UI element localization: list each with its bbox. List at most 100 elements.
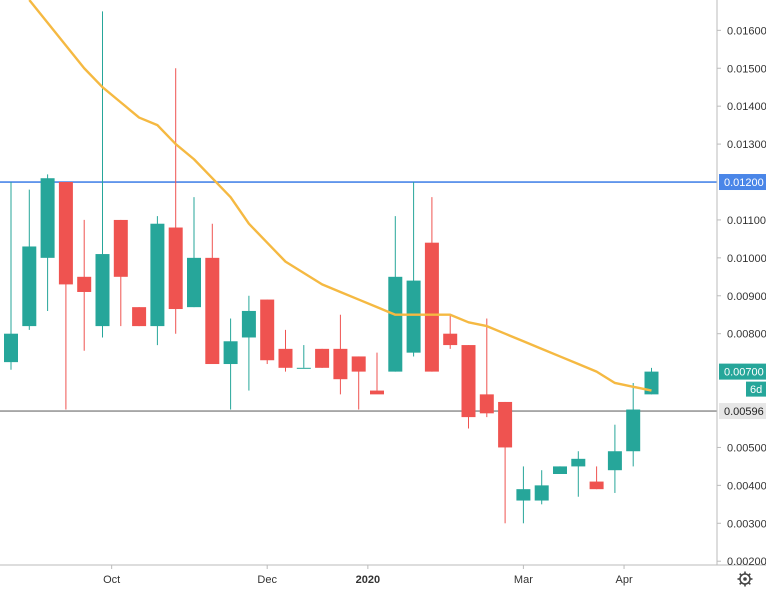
- candle[interactable]: [516, 466, 531, 524]
- candle[interactable]: [443, 314, 458, 349]
- candle[interactable]: [278, 329, 293, 372]
- candle[interactable]: [589, 466, 604, 490]
- candle-body: [479, 394, 494, 414]
- candle-body: [461, 345, 476, 418]
- y-tick-label: 0.01000: [727, 253, 766, 265]
- candle[interactable]: [187, 197, 201, 308]
- y-tick-label: 0.01400: [727, 101, 766, 113]
- y-tick-label: 0.00400: [727, 480, 766, 492]
- candle-body: [644, 371, 659, 395]
- candle-body: [424, 242, 439, 372]
- candle-body: [205, 257, 220, 365]
- moving-average: [28, 0, 652, 392]
- candle-body: [534, 485, 549, 501]
- time-axis[interactable]: Oct Dec 2020 Mar Apr: [103, 565, 633, 586]
- candle-body: [388, 276, 403, 372]
- candle-body: [296, 367, 311, 369]
- candle[interactable]: [260, 299, 275, 365]
- candle-body: [589, 481, 604, 490]
- candle-body: [223, 341, 238, 365]
- candle-body: [95, 254, 110, 327]
- candle-body: [516, 489, 531, 501]
- candle-body: [187, 257, 201, 308]
- candle-body: [406, 280, 421, 353]
- candle-body: [168, 227, 183, 310]
- candle-body: [40, 178, 55, 258]
- resistance-price-tag-text: 0.01200: [724, 177, 764, 189]
- candle-body: [260, 299, 275, 361]
- timeframe-badge-background: [746, 381, 766, 397]
- candles: [4, 11, 659, 524]
- timeframe-badge: 6d: [746, 381, 766, 397]
- y-tick-label: 0.01600: [727, 25, 766, 37]
- moving-average-line: [28, 0, 652, 392]
- candle-body: [315, 348, 330, 368]
- candle[interactable]: [58, 182, 73, 410]
- candle[interactable]: [388, 216, 403, 372]
- candle-body: [351, 356, 366, 372]
- candle[interactable]: [370, 352, 384, 395]
- price-axis[interactable]: 0.01600 0.01500 0.01400 0.01300 0.01100 0.010…: [717, 25, 766, 568]
- y-tick-label: 0.00800: [727, 329, 766, 341]
- y-tick-label: 0.00500: [727, 442, 766, 454]
- candle[interactable]: [40, 174, 55, 311]
- price-tags: 0.01200 0.00596 0.00700 6d: [719, 174, 766, 420]
- candle[interactable]: [498, 401, 513, 524]
- candle[interactable]: [241, 295, 256, 391]
- x-tick-label: Mar: [514, 574, 533, 586]
- last-price-tag-text: 0.00700: [724, 367, 764, 379]
- y-tick-label: 0.01300: [727, 139, 766, 151]
- timeframe-badge-text: 6d: [750, 384, 762, 396]
- support-price-tag-text: 0.00596: [724, 406, 764, 418]
- candle-body: [498, 401, 513, 448]
- candle[interactable]: [479, 318, 494, 418]
- candle[interactable]: [571, 451, 586, 497]
- y-tick-label: 0.00900: [727, 291, 766, 303]
- candle-body: [58, 182, 73, 285]
- y-tick-label: 0.01500: [727, 63, 766, 75]
- y-tick-label: 0.00200: [727, 556, 766, 568]
- candle-body: [370, 390, 384, 395]
- candle[interactable]: [534, 470, 549, 505]
- resistance-price-tag-background: [719, 174, 766, 191]
- candle[interactable]: [296, 345, 311, 369]
- candle[interactable]: [205, 223, 220, 365]
- y-tick-label: 0.00300: [727, 518, 766, 530]
- axes: [0, 0, 766, 566]
- candle[interactable]: [113, 219, 128, 327]
- candle[interactable]: [461, 345, 476, 429]
- candle[interactable]: [132, 307, 147, 327]
- candle-body: [607, 451, 622, 471]
- settings-gear-icon[interactable]: [737, 571, 753, 587]
- candle[interactable]: [315, 348, 330, 368]
- support-price-tag-background: [719, 403, 766, 420]
- candle[interactable]: [168, 68, 183, 334]
- candle[interactable]: [223, 318, 238, 410]
- candle-body: [4, 333, 18, 363]
- candle[interactable]: [607, 424, 622, 493]
- candle[interactable]: [77, 219, 92, 351]
- candle[interactable]: [333, 314, 348, 395]
- horizontal-lines: [0, 181, 717, 412]
- candle[interactable]: [351, 356, 366, 410]
- candle[interactable]: [4, 182, 18, 370]
- x-tick-label: 2020: [356, 574, 380, 586]
- resistance-price-tag: 0.01200: [719, 174, 766, 191]
- candle[interactable]: [150, 216, 165, 346]
- candle[interactable]: [553, 466, 567, 474]
- candle[interactable]: [424, 197, 439, 372]
- candle-body: [571, 458, 586, 467]
- y-tick-label: 0.01100: [727, 215, 766, 227]
- candle[interactable]: [22, 189, 37, 330]
- last-price-tag: 0.00700: [719, 363, 766, 380]
- support-price-tag: 0.00596: [719, 403, 766, 420]
- candle-body: [113, 219, 128, 277]
- candle[interactable]: [406, 182, 421, 357]
- candle-body: [278, 348, 293, 368]
- candle-body: [626, 409, 641, 452]
- candle[interactable]: [95, 11, 110, 338]
- candle-body: [241, 310, 256, 338]
- candle-body: [443, 333, 458, 346]
- candle[interactable]: [626, 382, 641, 467]
